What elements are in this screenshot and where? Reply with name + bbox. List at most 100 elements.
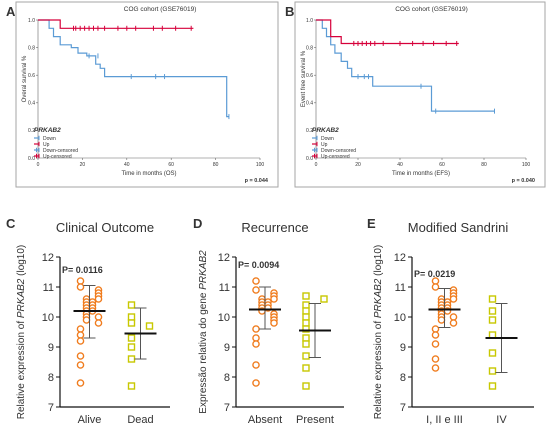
y-tick-label: 8: [224, 372, 230, 384]
data-point: [302, 352, 310, 360]
legend-label: Down-censored: [321, 148, 356, 154]
x-tick-label: Present: [296, 414, 334, 426]
legend-label: Down-censored: [43, 148, 78, 154]
data-point: [302, 334, 310, 342]
x-axis-label: Time in months (EFS): [392, 171, 450, 177]
km-panel-efs: COG cohort (GSE76019) 0.0 0.2 0.4 0.6 0.8 1.0 0…: [294, 1, 546, 188]
legend-label: Up: [43, 142, 50, 148]
panel-frame: [15, 1, 279, 188]
data-point: [302, 382, 310, 390]
y-tick-label: 7: [224, 402, 230, 414]
data-point: [127, 301, 136, 309]
y-axis-label: Expressão relativa do gene PRKAB2: [198, 250, 209, 414]
legend-title: PRKAB2: [34, 127, 61, 134]
x-tick-label: 0: [37, 162, 40, 168]
chart-title: Clinical Outcome: [56, 220, 154, 235]
data-point: [431, 364, 440, 372]
p-value: p = 0.044: [245, 178, 269, 184]
data-point: [302, 292, 310, 300]
data-point: [449, 295, 458, 303]
x-tick-label: Dead: [127, 414, 153, 426]
panel-letter-d: D: [193, 216, 202, 231]
chart-title: COG cohort (GSE76019): [124, 6, 197, 13]
y-tick-label: 0.4: [28, 101, 35, 107]
km-curve-down: [316, 19, 495, 112]
p-value: P= 0.0116: [62, 265, 103, 275]
y-axis-label: Relative expression of PRKAB2 (log10): [16, 245, 27, 420]
y-axis-label-part: PRKAB2: [198, 250, 209, 290]
data-point: [302, 340, 310, 348]
x-tick-label: 20: [355, 162, 361, 168]
data-point: [127, 382, 136, 390]
data-point: [76, 361, 85, 369]
data-point: [302, 313, 310, 321]
data-point: [145, 322, 154, 330]
data-point: [94, 319, 103, 327]
y-tick-label: 0.2: [306, 128, 313, 134]
y-tick-label: 10: [394, 312, 406, 324]
data-point: [127, 334, 136, 342]
x-tick-label: 100: [256, 162, 265, 168]
data-point: [302, 319, 310, 327]
data-point: [488, 349, 497, 357]
data-point: [76, 283, 85, 291]
data-point: [252, 334, 260, 342]
y-tick-label: 12: [42, 252, 54, 264]
x-tick-label: 40: [124, 162, 130, 168]
y-tick-label: 8: [48, 372, 54, 384]
y-tick-label: 0.8: [28, 45, 35, 51]
y-tick-label: 1.0: [306, 18, 313, 24]
data-point: [252, 277, 260, 285]
y-tick-label: 11: [43, 282, 54, 294]
data-point: [76, 337, 85, 345]
p-value: P= 0.0219: [414, 269, 455, 279]
legend-label: Up-censored: [43, 154, 72, 160]
legend-title: PRKAB2: [312, 127, 339, 134]
panel-letter-c: C: [6, 216, 16, 231]
legend-label: Up: [321, 142, 328, 148]
x-axis-label: Time in months (OS): [121, 171, 176, 177]
y-tick-label: 0.4: [306, 101, 313, 107]
y-axis-label-part: (log10): [16, 245, 27, 279]
y-tick-label: 10: [42, 312, 54, 324]
data-point: [252, 379, 260, 387]
y-tick-label: 1.0: [28, 18, 35, 24]
scatter-panel-clinical-outcome: Clinical Outcome 7 8 9 10 11 12 Relative expres…: [16, 220, 170, 426]
km-curve-up: [316, 19, 459, 45]
y-tick-label: 0.6: [306, 73, 313, 79]
data-point: [127, 313, 136, 321]
data-point: [431, 283, 440, 291]
y-tick-label: 11: [219, 282, 230, 294]
data-point: [431, 331, 440, 339]
km-curve-down: [38, 19, 229, 118]
chart-title: COG cohort (GSE76019): [395, 6, 468, 13]
scatter-panel-modified-sandrini: Modified Sandrini 7 8 9 10 11 12 Relative expre…: [373, 220, 534, 426]
panel-frame: [294, 1, 546, 188]
data-point: [270, 319, 278, 327]
data-point: [449, 313, 458, 321]
data-point: [431, 340, 440, 348]
y-tick-label: 0.0: [306, 156, 313, 162]
y-axis-label-part: Expressão relativa do gene: [198, 290, 209, 414]
y-tick-label: 10: [218, 312, 230, 324]
data-point: [76, 331, 85, 339]
data-point: [270, 295, 278, 303]
x-tick-label: 80: [213, 162, 219, 168]
y-tick-label: 9: [400, 342, 406, 354]
data-point: [302, 364, 310, 372]
y-tick-label: 12: [218, 252, 230, 264]
y-axis-label: Overal survival %: [22, 55, 28, 102]
data-point: [302, 307, 310, 315]
legend-label: Down: [321, 136, 334, 142]
y-axis-label: Event free survival %: [301, 50, 307, 107]
y-axis-label-part: PRKAB2: [373, 278, 384, 318]
x-tick-label: 60: [168, 162, 174, 168]
data-point: [437, 316, 446, 324]
data-point: [252, 325, 260, 333]
chart-title: Modified Sandrini: [408, 220, 509, 235]
panel-letter-a: A: [6, 4, 16, 19]
data-point: [488, 316, 497, 324]
x-tick-label: 80: [481, 162, 487, 168]
data-point: [431, 355, 440, 363]
